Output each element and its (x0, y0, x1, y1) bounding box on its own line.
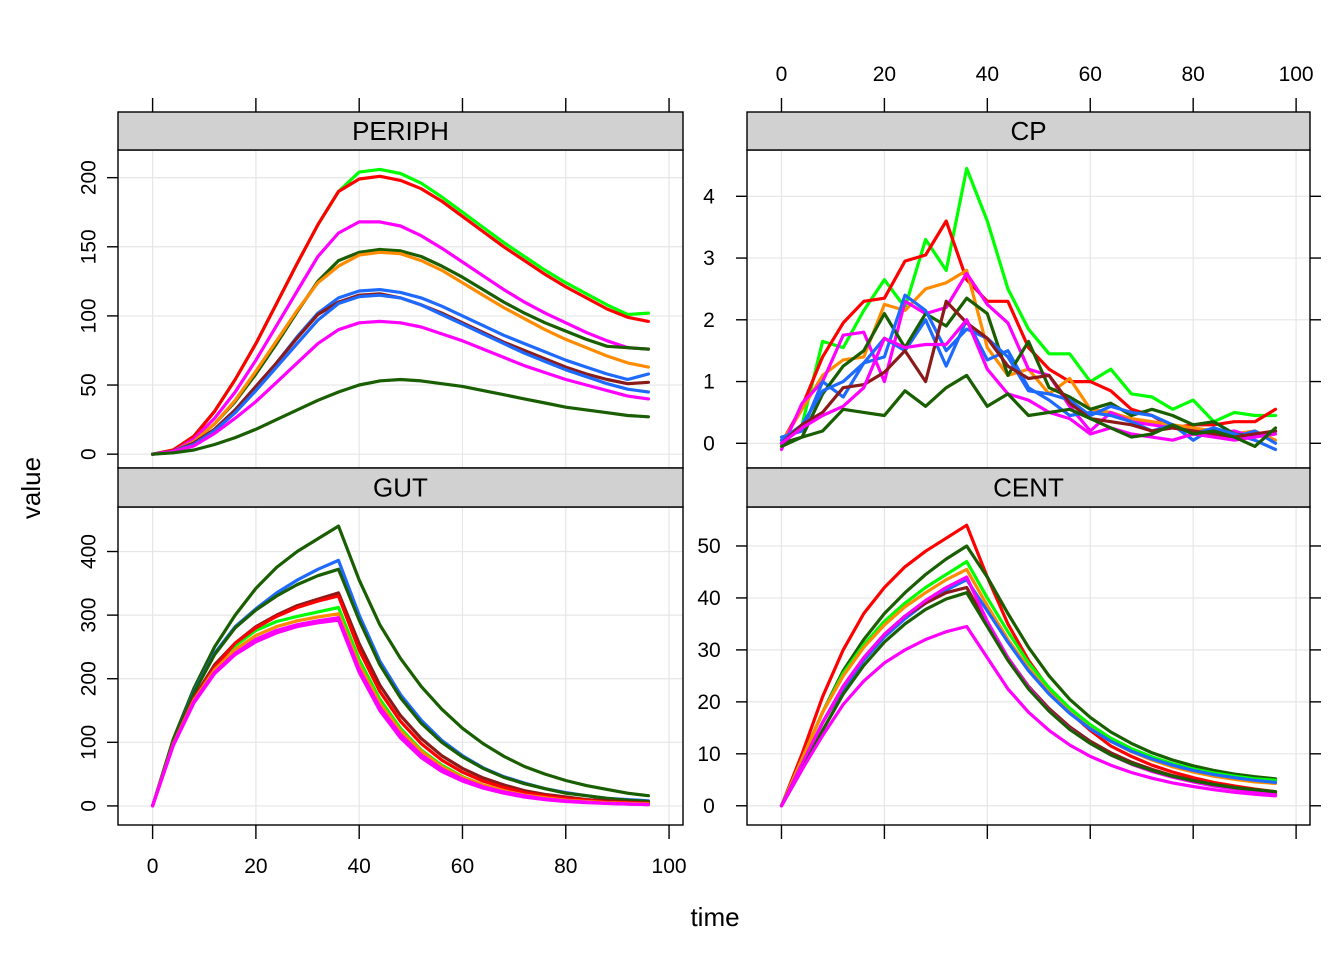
x-tick-label: 0 (147, 855, 159, 878)
y-tick-label: 100 (78, 725, 101, 760)
x-tick-label: 20 (244, 855, 267, 878)
y-tick-label: 200 (78, 160, 101, 195)
gridlines (747, 150, 1310, 468)
y-tick-label: 0 (703, 795, 715, 818)
x-tick-label: 80 (554, 855, 577, 878)
y-tick-label: 0 (78, 448, 101, 460)
series-line-1 (151, 524, 651, 808)
series-line-6 (151, 594, 651, 808)
series-line-9 (151, 618, 651, 808)
gridlines (118, 507, 683, 825)
x-tick-label: 80 (1182, 63, 1205, 86)
strip-header (117, 111, 684, 151)
x-tick-label: 60 (451, 855, 474, 878)
y-tick-label: 200 (78, 661, 101, 696)
series-line-2 (151, 174, 651, 456)
series-line-8 (779, 591, 1278, 808)
y-tick-label: 300 (78, 598, 101, 633)
panel-cent: CENT 0 10 20 30 40 50 (697, 467, 1321, 839)
strip-label: PERIPH (352, 116, 449, 146)
y-tick-label: 150 (78, 229, 101, 264)
series-group (779, 166, 1278, 452)
series-line-1 (779, 166, 1278, 442)
series-line-2 (151, 558, 651, 808)
strip-label: CP (1010, 116, 1046, 146)
gridlines (747, 507, 1310, 825)
series-line-5 (151, 250, 651, 456)
series-line-9 (151, 319, 651, 456)
x-tick-label: 60 (1079, 63, 1102, 86)
y-tick-label: 400 (78, 534, 101, 569)
y-tick-label: 2 (703, 309, 715, 332)
x-axis-label: time (690, 902, 739, 932)
series-line-2 (779, 544, 1278, 808)
x-tick-label: 100 (1279, 63, 1314, 86)
panel-frame (117, 149, 684, 469)
series-line-3 (151, 567, 651, 808)
panel-gut: GUT 0 100 200 300 400 0 20 40 60 80 100 (78, 467, 687, 878)
y-tick-label: 30 (697, 639, 720, 662)
y-tick-label: 1 (703, 371, 715, 394)
y-tick-label: 0 (703, 432, 715, 455)
panel-periph: PERIPH 0 50 100 150 200 (78, 98, 684, 469)
y-tick-label: 3 (703, 247, 715, 270)
y-tick-label: 100 (78, 298, 101, 333)
y-tick-label: 10 (697, 743, 720, 766)
y-tick-label: 0 (78, 800, 101, 812)
series-line-6 (779, 296, 1278, 445)
x-tick-label: 40 (976, 63, 999, 86)
y-axis-label: value (16, 457, 46, 519)
y-tick-label: 20 (697, 691, 720, 714)
series-line-8 (151, 293, 651, 456)
strip-label: CENT (993, 473, 1064, 503)
x-tick-label: 40 (348, 855, 371, 878)
x-tick-label: 100 (652, 855, 687, 878)
x-tick-label: 0 (776, 63, 788, 86)
y-tick-label: 4 (703, 185, 715, 208)
y-tick-label: 50 (697, 535, 720, 558)
strip-header (746, 111, 1311, 151)
series-line-10 (151, 377, 651, 456)
y-tick-label: 40 (697, 587, 720, 610)
series-line-7 (779, 293, 1278, 452)
strip-header (117, 467, 684, 508)
panel-frame (117, 506, 684, 826)
series-line-3 (151, 220, 651, 456)
gridlines (118, 150, 683, 468)
series-group (779, 523, 1278, 808)
series-line-8 (151, 616, 651, 808)
y-tick-label: 50 (78, 373, 101, 396)
strip-header (746, 467, 1311, 508)
series-group (151, 524, 651, 808)
series-line-9 (779, 624, 1278, 808)
series-line-10 (779, 373, 1278, 448)
series-line-7 (151, 612, 651, 808)
x-tick-label: 20 (873, 63, 896, 86)
series-group (151, 167, 651, 456)
strip-label: GUT (373, 473, 428, 503)
